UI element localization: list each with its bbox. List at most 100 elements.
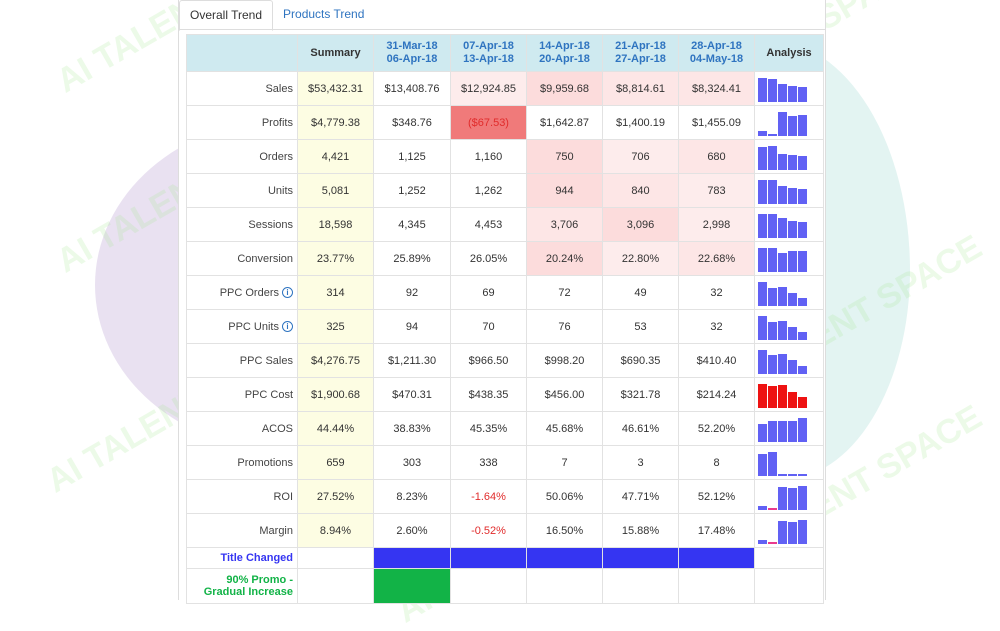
sparkline-bar bbox=[778, 384, 787, 408]
sparkline-bar bbox=[778, 473, 787, 476]
sparkline-bar bbox=[758, 315, 767, 340]
trend-panel: Overall Trend Products Trend Summary 31-… bbox=[178, 0, 826, 604]
header-label-cell bbox=[186, 34, 298, 72]
value-cell: 45.35% bbox=[450, 411, 527, 446]
event-summary-cell bbox=[297, 568, 374, 604]
header-period: 31-Mar-18 06-Apr-18 bbox=[373, 34, 451, 72]
value-cell: 22.80% bbox=[602, 241, 679, 276]
value-cell: 680 bbox=[678, 139, 755, 174]
period-end: 20-Apr-18 bbox=[539, 53, 590, 65]
info-icon[interactable]: i bbox=[282, 320, 293, 332]
table-header-row: Summary 31-Mar-18 06-Apr-18 07-Apr-18 13-A… bbox=[186, 34, 824, 72]
value-cell: $8,814.61 bbox=[602, 71, 679, 106]
sparkline-bar bbox=[758, 146, 767, 170]
sparkline-bar bbox=[798, 417, 807, 442]
value-cell: $410.40 bbox=[678, 343, 755, 378]
sparkline-bar bbox=[758, 281, 767, 306]
sparkline-bar bbox=[768, 213, 777, 238]
sparkline-bar bbox=[768, 507, 777, 510]
value-cell: $1,400.19 bbox=[602, 105, 679, 140]
row-label-text: PPC Sales bbox=[239, 354, 293, 367]
row-label: Units bbox=[186, 173, 298, 208]
sparkline-bar bbox=[758, 77, 767, 102]
value-cell: 2,998 bbox=[678, 207, 755, 242]
metric-row: Profits $4,779.38 $348.76 ($67.53) $1,642.87… bbox=[186, 105, 824, 140]
value-cell: 303 bbox=[373, 445, 451, 480]
value-cell: $1,455.09 bbox=[678, 105, 755, 140]
value-cell: 15.88% bbox=[602, 513, 679, 548]
event-row: Title Changed bbox=[186, 547, 824, 569]
sparkline-cell bbox=[754, 411, 824, 446]
event-empty-cell bbox=[450, 568, 527, 604]
sparkline bbox=[756, 518, 823, 544]
period-start: 21-Apr-18 bbox=[615, 40, 666, 52]
value-cell: 52.12% bbox=[678, 479, 755, 514]
sparkline-bar bbox=[788, 359, 797, 374]
row-label-text: Conversion bbox=[237, 252, 293, 265]
summary-cell: 18,598 bbox=[297, 207, 374, 242]
sparkline-bar bbox=[758, 383, 767, 408]
value-cell: 47.71% bbox=[602, 479, 679, 514]
value-cell: 840 bbox=[602, 173, 679, 208]
event-summary-cell bbox=[297, 547, 374, 569]
sparkline-cell bbox=[754, 173, 824, 208]
value-cell: 1,125 bbox=[373, 139, 451, 174]
value-cell: ($67.53) bbox=[450, 105, 527, 140]
row-label-text: ACOS bbox=[261, 422, 293, 435]
sparkline-bar bbox=[788, 473, 797, 476]
header-period: 21-Apr-18 27-Apr-18 bbox=[602, 34, 679, 72]
value-cell: 25.89% bbox=[373, 241, 451, 276]
period-start: 14-Apr-18 bbox=[539, 40, 590, 52]
sparkline-cell bbox=[754, 105, 824, 140]
sparkline-bar bbox=[788, 220, 797, 238]
metric-row: ACOS 44.44% 38.83% 45.35% 45.68% 46.61% 52.20% bbox=[186, 411, 824, 446]
event-marker bbox=[526, 547, 603, 569]
row-label: ACOS bbox=[186, 411, 298, 446]
summary-cell: $1,900.68 bbox=[297, 377, 374, 412]
value-cell: 4,345 bbox=[373, 207, 451, 242]
sparkline-bar bbox=[768, 247, 777, 272]
tab-products-trend[interactable]: Products Trend bbox=[283, 7, 365, 21]
sparkline bbox=[756, 314, 823, 340]
sparkline-bar bbox=[778, 111, 787, 136]
sparkline-bar bbox=[798, 155, 807, 170]
row-label-text: Units bbox=[267, 184, 293, 197]
row-label: Profits bbox=[186, 105, 298, 140]
value-cell: 4,453 bbox=[450, 207, 527, 242]
header-period: 14-Apr-18 20-Apr-18 bbox=[526, 34, 603, 72]
value-cell: 338 bbox=[450, 445, 527, 480]
value-cell: 2.60% bbox=[373, 513, 451, 548]
sparkline-bar bbox=[778, 185, 787, 204]
sparkline-cell bbox=[754, 377, 824, 412]
metric-row: Promotions 659 303 338 7 3 8 bbox=[186, 445, 824, 480]
period-start: 28-Apr-18 bbox=[691, 40, 742, 52]
sparkline-cell bbox=[754, 309, 824, 344]
sparkline-bar bbox=[798, 188, 807, 204]
sparkline-bar bbox=[768, 179, 777, 204]
table-body: Sales $53,432.31 $13,408.76 $12,924.85 $9,95… bbox=[186, 71, 824, 604]
sparkline bbox=[756, 212, 823, 238]
sparkline-cell bbox=[754, 207, 824, 242]
period-end: 04-May-18 bbox=[689, 53, 744, 65]
row-label-text: PPC Units bbox=[228, 320, 279, 333]
event-empty-cell bbox=[602, 568, 679, 604]
row-label-text: Margin bbox=[259, 524, 293, 537]
sparkline-bar bbox=[778, 286, 787, 306]
sparkline-bar bbox=[788, 521, 797, 544]
sparkline-cell bbox=[754, 139, 824, 174]
tab-overall-trend[interactable]: Overall Trend bbox=[179, 0, 274, 31]
sparkline bbox=[756, 144, 823, 170]
event-marker bbox=[450, 547, 527, 569]
sparkline-bar bbox=[768, 321, 777, 340]
info-icon[interactable]: i bbox=[282, 286, 293, 298]
metric-row: Sessions 18,598 4,345 4,453 3,706 3,096 2,998 bbox=[186, 207, 824, 242]
sparkline-bar bbox=[798, 86, 807, 102]
sparkline-bar bbox=[798, 519, 807, 544]
row-label: Promotions bbox=[186, 445, 298, 480]
sparkline-bar bbox=[778, 486, 787, 510]
header-analysis: Analysis bbox=[754, 34, 824, 72]
sparkline-cell bbox=[754, 445, 824, 480]
value-cell: $456.00 bbox=[526, 377, 603, 412]
sparkline-cell bbox=[754, 513, 824, 548]
summary-cell: $4,276.75 bbox=[297, 343, 374, 378]
